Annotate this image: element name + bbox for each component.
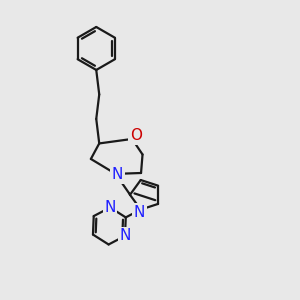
Text: N: N bbox=[134, 205, 145, 220]
Text: O: O bbox=[130, 128, 142, 143]
Text: N: N bbox=[112, 167, 123, 182]
Text: N: N bbox=[104, 200, 116, 215]
Text: N: N bbox=[119, 228, 131, 243]
